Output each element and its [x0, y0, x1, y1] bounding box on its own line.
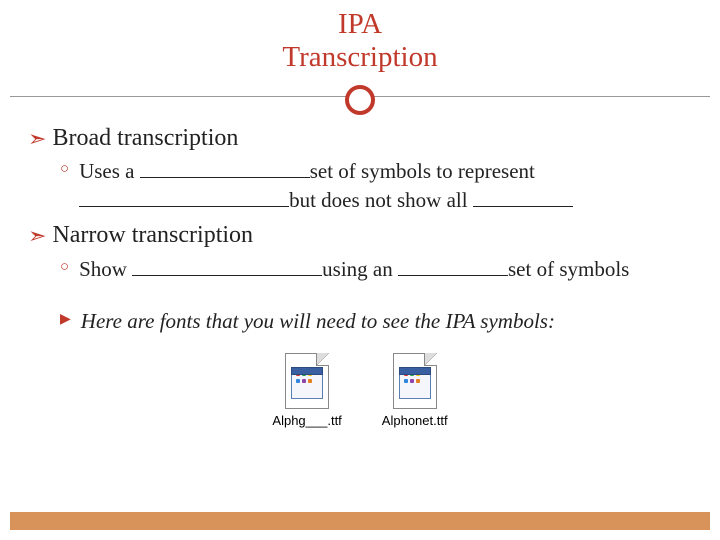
scribble-bullet-icon: ➣ [28, 125, 46, 154]
section-heading-text: Broad transcription [52, 125, 238, 152]
bullet-item: ○ Show using an set of symbols [60, 255, 692, 283]
content-area: ➣ Broad transcription ○ Uses a set of sy… [0, 109, 720, 429]
section-heading: ➣ Broad transcription [28, 125, 692, 154]
bullet-item: ○ Uses a set of symbols to represent but… [60, 157, 692, 214]
blank-line [398, 255, 508, 276]
fill-in-text: Uses a set of symbols to represent but d… [79, 157, 692, 214]
divider-circle-icon [345, 85, 375, 115]
title-line-2: Transcription [0, 41, 720, 74]
font-files-row: Alphg___.ttf Alphonet.ttf [28, 353, 692, 428]
triangle-bullet-icon: ▶ [60, 307, 71, 334]
slide: IPA Transcription ➣ Broad transcription … [0, 0, 720, 540]
scribble-bullet-icon: ➣ [28, 222, 46, 251]
circle-bullet-icon: ○ [60, 255, 69, 281]
file-icon [393, 353, 437, 409]
blank-line [140, 157, 310, 178]
font-file[interactable]: Alphg___.ttf [272, 353, 341, 428]
blank-line [132, 255, 322, 276]
blank-line [473, 186, 573, 207]
slide-title: IPA Transcription [0, 0, 720, 75]
file-icon [285, 353, 329, 409]
title-line-1: IPA [0, 8, 720, 41]
blank-line [79, 186, 289, 207]
footer-accent-bar [10, 512, 710, 530]
title-divider [0, 85, 720, 109]
font-file[interactable]: Alphonet.ttf [382, 353, 448, 428]
bullet-item: ▶ Here are fonts that you will need to s… [60, 307, 692, 335]
circle-bullet-icon: ○ [60, 157, 69, 183]
file-label: Alphonet.ttf [382, 413, 448, 428]
section-heading: ➣ Narrow transcription [28, 222, 692, 251]
file-label: Alphg___.ttf [272, 413, 341, 428]
section-heading-text: Narrow transcription [52, 222, 253, 249]
fill-in-text: Show using an set of symbols [79, 255, 629, 283]
note-text: Here are fonts that you will need to see… [81, 307, 555, 335]
